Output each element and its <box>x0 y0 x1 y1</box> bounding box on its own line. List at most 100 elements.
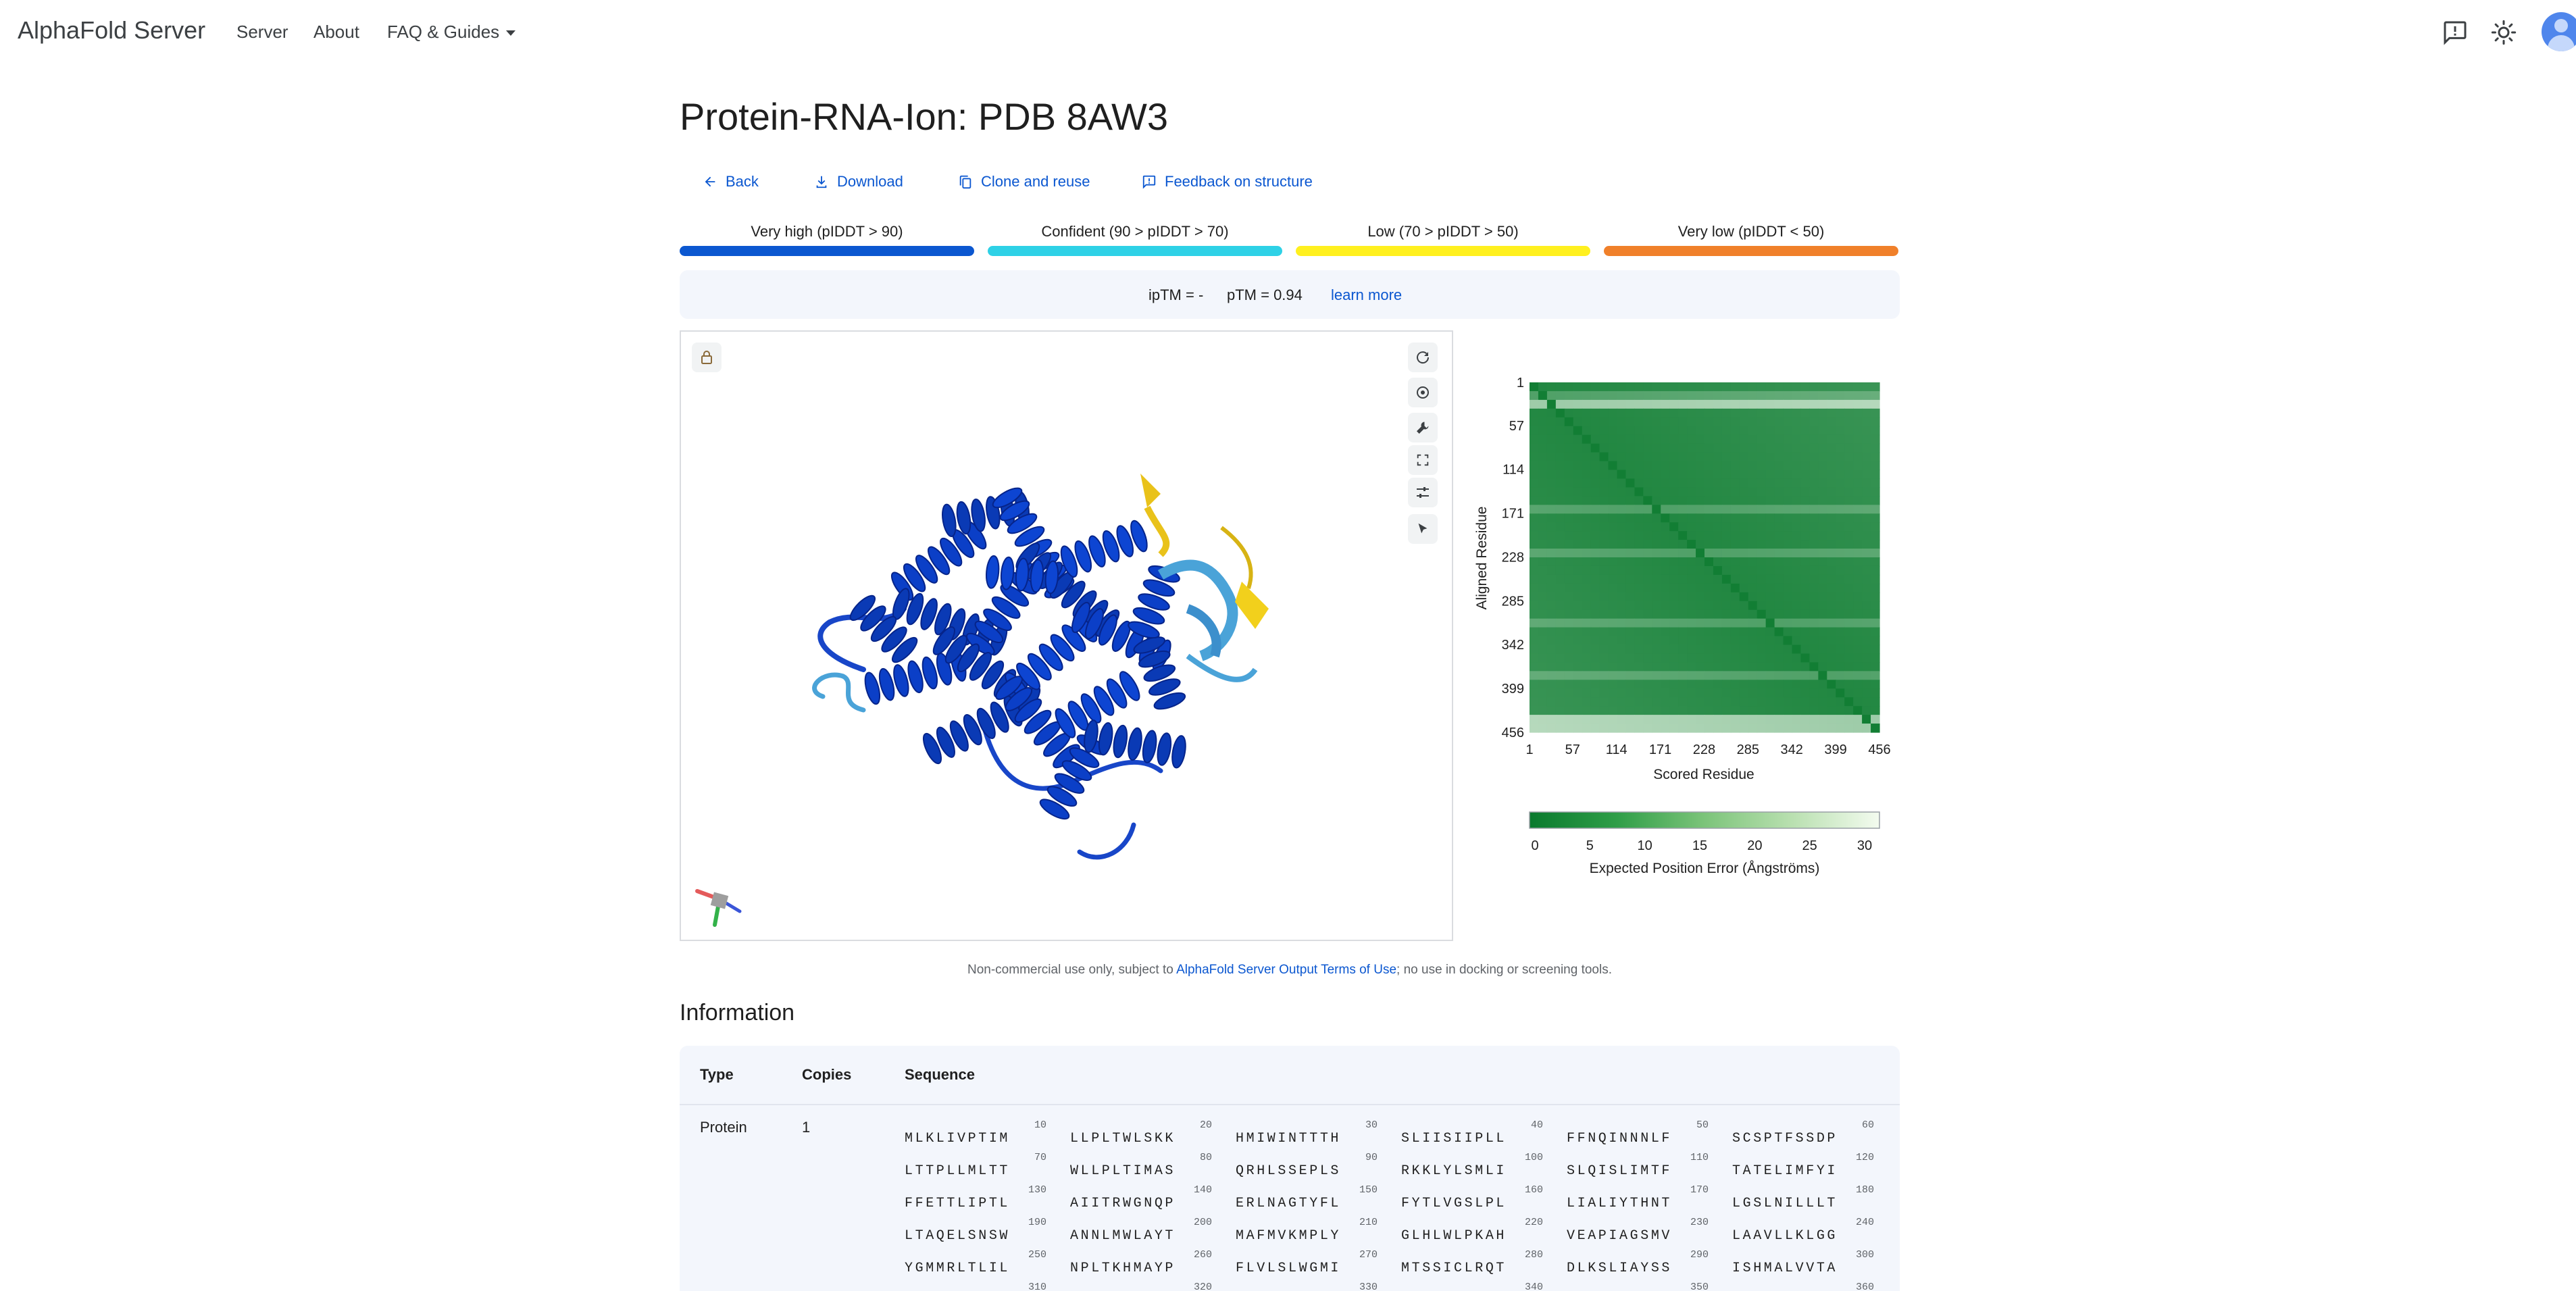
pae-cell <box>1827 408 1836 418</box>
pae-cell <box>1687 505 1696 514</box>
pae-cell <box>1564 636 1574 646</box>
fullscreen-icon[interactable] <box>1408 445 1438 475</box>
pae-cell <box>1530 557 1539 567</box>
pae-cell <box>1800 443 1810 453</box>
pae-cell <box>1617 531 1627 540</box>
helix-turn <box>1138 593 1170 611</box>
pae-cell <box>1530 522 1539 532</box>
pae-cell <box>1853 496 1863 505</box>
structure-viewer[interactable] <box>680 330 1453 941</box>
pae-cell <box>1634 426 1644 436</box>
pae-cell <box>1783 513 1793 523</box>
pae-cell <box>1853 399 1863 409</box>
pae-cell <box>1748 540 1758 549</box>
pae-cell <box>1721 671 1732 680</box>
pae-cell <box>1730 724 1740 733</box>
pae-cell <box>1871 540 1880 549</box>
pae-cell <box>1730 487 1740 497</box>
pae-cell <box>1582 408 1592 418</box>
learn-more-link[interactable]: learn more <box>1331 286 1403 303</box>
pae-cell <box>1538 426 1548 436</box>
pae-cell <box>1774 470 1784 480</box>
pae-cell <box>1783 609 1793 619</box>
nav-about[interactable]: About <box>313 22 359 42</box>
pae-cell <box>1617 540 1627 549</box>
pae-cell <box>1661 390 1670 401</box>
pae-cell <box>1836 549 1845 558</box>
pae-cell <box>1704 697 1714 707</box>
reset-view-icon[interactable] <box>1408 343 1438 372</box>
pae-cell <box>1713 452 1723 462</box>
pae-cell <box>1608 662 1618 672</box>
pae-cell <box>1573 522 1583 532</box>
pae-cell <box>1625 574 1635 584</box>
pae-cell <box>1555 522 1565 532</box>
feedback-structure-button[interactable]: Feedback on structure <box>1142 170 1313 193</box>
nav-faq-guides[interactable]: FAQ & Guides <box>387 22 516 43</box>
pae-cell <box>1530 540 1539 549</box>
sequence-position: 240 <box>1855 1217 1874 1228</box>
feedback-icon[interactable] <box>2442 19 2469 46</box>
clone-reuse-button[interactable]: Clone and reuse <box>958 170 1090 193</box>
user-avatar[interactable] <box>2542 12 2576 51</box>
pae-cell <box>1765 461 1775 471</box>
pae-cell <box>1792 452 1802 462</box>
nav-server[interactable]: Server <box>236 22 288 42</box>
avatar-head <box>2554 19 2568 32</box>
pae-cell <box>1800 636 1810 646</box>
pae-cell <box>1652 540 1661 549</box>
brand-logo[interactable]: AlphaFold Server <box>18 16 206 44</box>
pae-cell <box>1827 715 1836 724</box>
pae-cell <box>1774 688 1784 698</box>
back-button[interactable]: Back <box>703 170 759 193</box>
pae-x-tick-label: 228 <box>1693 742 1715 757</box>
pae-cell <box>1617 671 1627 680</box>
pae-cell <box>1757 452 1767 462</box>
pae-cell <box>1643 706 1652 715</box>
pae-cell <box>1730 671 1740 680</box>
terms-of-use-link[interactable]: AlphaFold Server Output Terms of Use <box>1176 963 1397 977</box>
pae-cell <box>1634 601 1644 611</box>
helix-turn <box>1030 559 1044 593</box>
pae-cell <box>1853 434 1863 445</box>
pae-cell <box>1599 565 1609 576</box>
settings-sliders-icon[interactable] <box>1408 478 1438 507</box>
wrench-icon[interactable] <box>1408 413 1438 442</box>
pae-cell <box>1853 644 1863 655</box>
pae-cell <box>1774 522 1784 532</box>
pae-cell <box>1643 618 1652 628</box>
cursor-select-icon[interactable] <box>1408 514 1438 544</box>
pae-cell <box>1765 618 1775 628</box>
protein-structure-render[interactable] <box>782 433 1323 865</box>
pae-cell <box>1818 724 1827 733</box>
pae-cell <box>1721 583 1732 593</box>
theme-toggle-icon[interactable] <box>2490 19 2517 46</box>
focus-icon[interactable] <box>1408 378 1438 407</box>
pae-cell <box>1652 470 1661 480</box>
sequence-position: 170 <box>1690 1184 1709 1196</box>
pae-cell <box>1853 724 1863 733</box>
pae-cell <box>1573 390 1583 401</box>
pae-cell <box>1608 636 1618 646</box>
pae-cell <box>1792 557 1802 567</box>
pae-cell <box>1530 549 1539 558</box>
pae-cell <box>1783 399 1793 409</box>
pae-cell <box>1625 399 1635 409</box>
lock-icon[interactable] <box>692 343 722 372</box>
pae-cell <box>1669 426 1679 436</box>
pae-cell <box>1792 461 1802 471</box>
pae-cell <box>1625 531 1635 540</box>
pae-cell <box>1617 618 1627 628</box>
pae-cell <box>1661 609 1670 619</box>
download-button[interactable]: Download <box>814 170 903 193</box>
pae-cell <box>1721 609 1732 619</box>
pae-cell <box>1669 478 1679 488</box>
pae-cell <box>1836 390 1845 401</box>
pae-cell <box>1634 478 1644 488</box>
pae-cell <box>1617 408 1627 418</box>
pae-cell <box>1757 592 1767 602</box>
pae-cell <box>1599 443 1609 453</box>
pae-cell <box>1792 618 1802 628</box>
pae-cell <box>1871 443 1880 453</box>
helix-turn <box>1055 708 1076 738</box>
